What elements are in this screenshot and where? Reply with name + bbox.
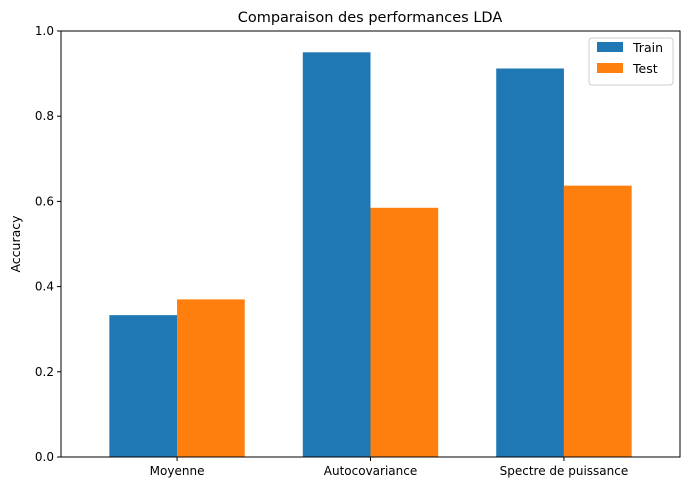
y-tick-label: 1.0 [35,24,54,38]
y-tick-label: 0.6 [35,194,54,208]
legend-swatch-test [597,63,623,73]
bar-test-1 [370,207,439,457]
y-axis-label: Accuracy [8,215,23,273]
legend: Train Test [588,37,674,86]
chart-title: Comparaison des performances LDA [238,10,503,26]
bar-train-2 [496,68,564,458]
y-axis: 0.0 0.2 0.4 0.6 0.8 1.0 [35,24,61,464]
y-tick-label: 0.8 [35,109,54,123]
bars-group [109,52,632,458]
legend-label-test: Test [632,61,658,76]
x-tick-label: Autocovariance [324,464,417,478]
x-axis: Moyenne Autocovariance Spectre de puissanc… [150,457,629,478]
bar-train-0 [109,315,178,457]
y-tick-label: 0.4 [35,280,54,294]
bar-train-1 [302,52,371,458]
legend-label-train: Train [632,40,663,55]
bar-test-2 [563,185,632,457]
x-tick-label: Spectre de puissance [500,464,629,478]
bar-test-0 [177,299,245,457]
y-tick-label: 0.0 [35,450,54,464]
x-tick-label: Moyenne [150,464,205,478]
y-tick-label: 0.2 [35,365,54,379]
plot-frame [60,30,681,458]
legend-swatch-train [597,42,623,52]
